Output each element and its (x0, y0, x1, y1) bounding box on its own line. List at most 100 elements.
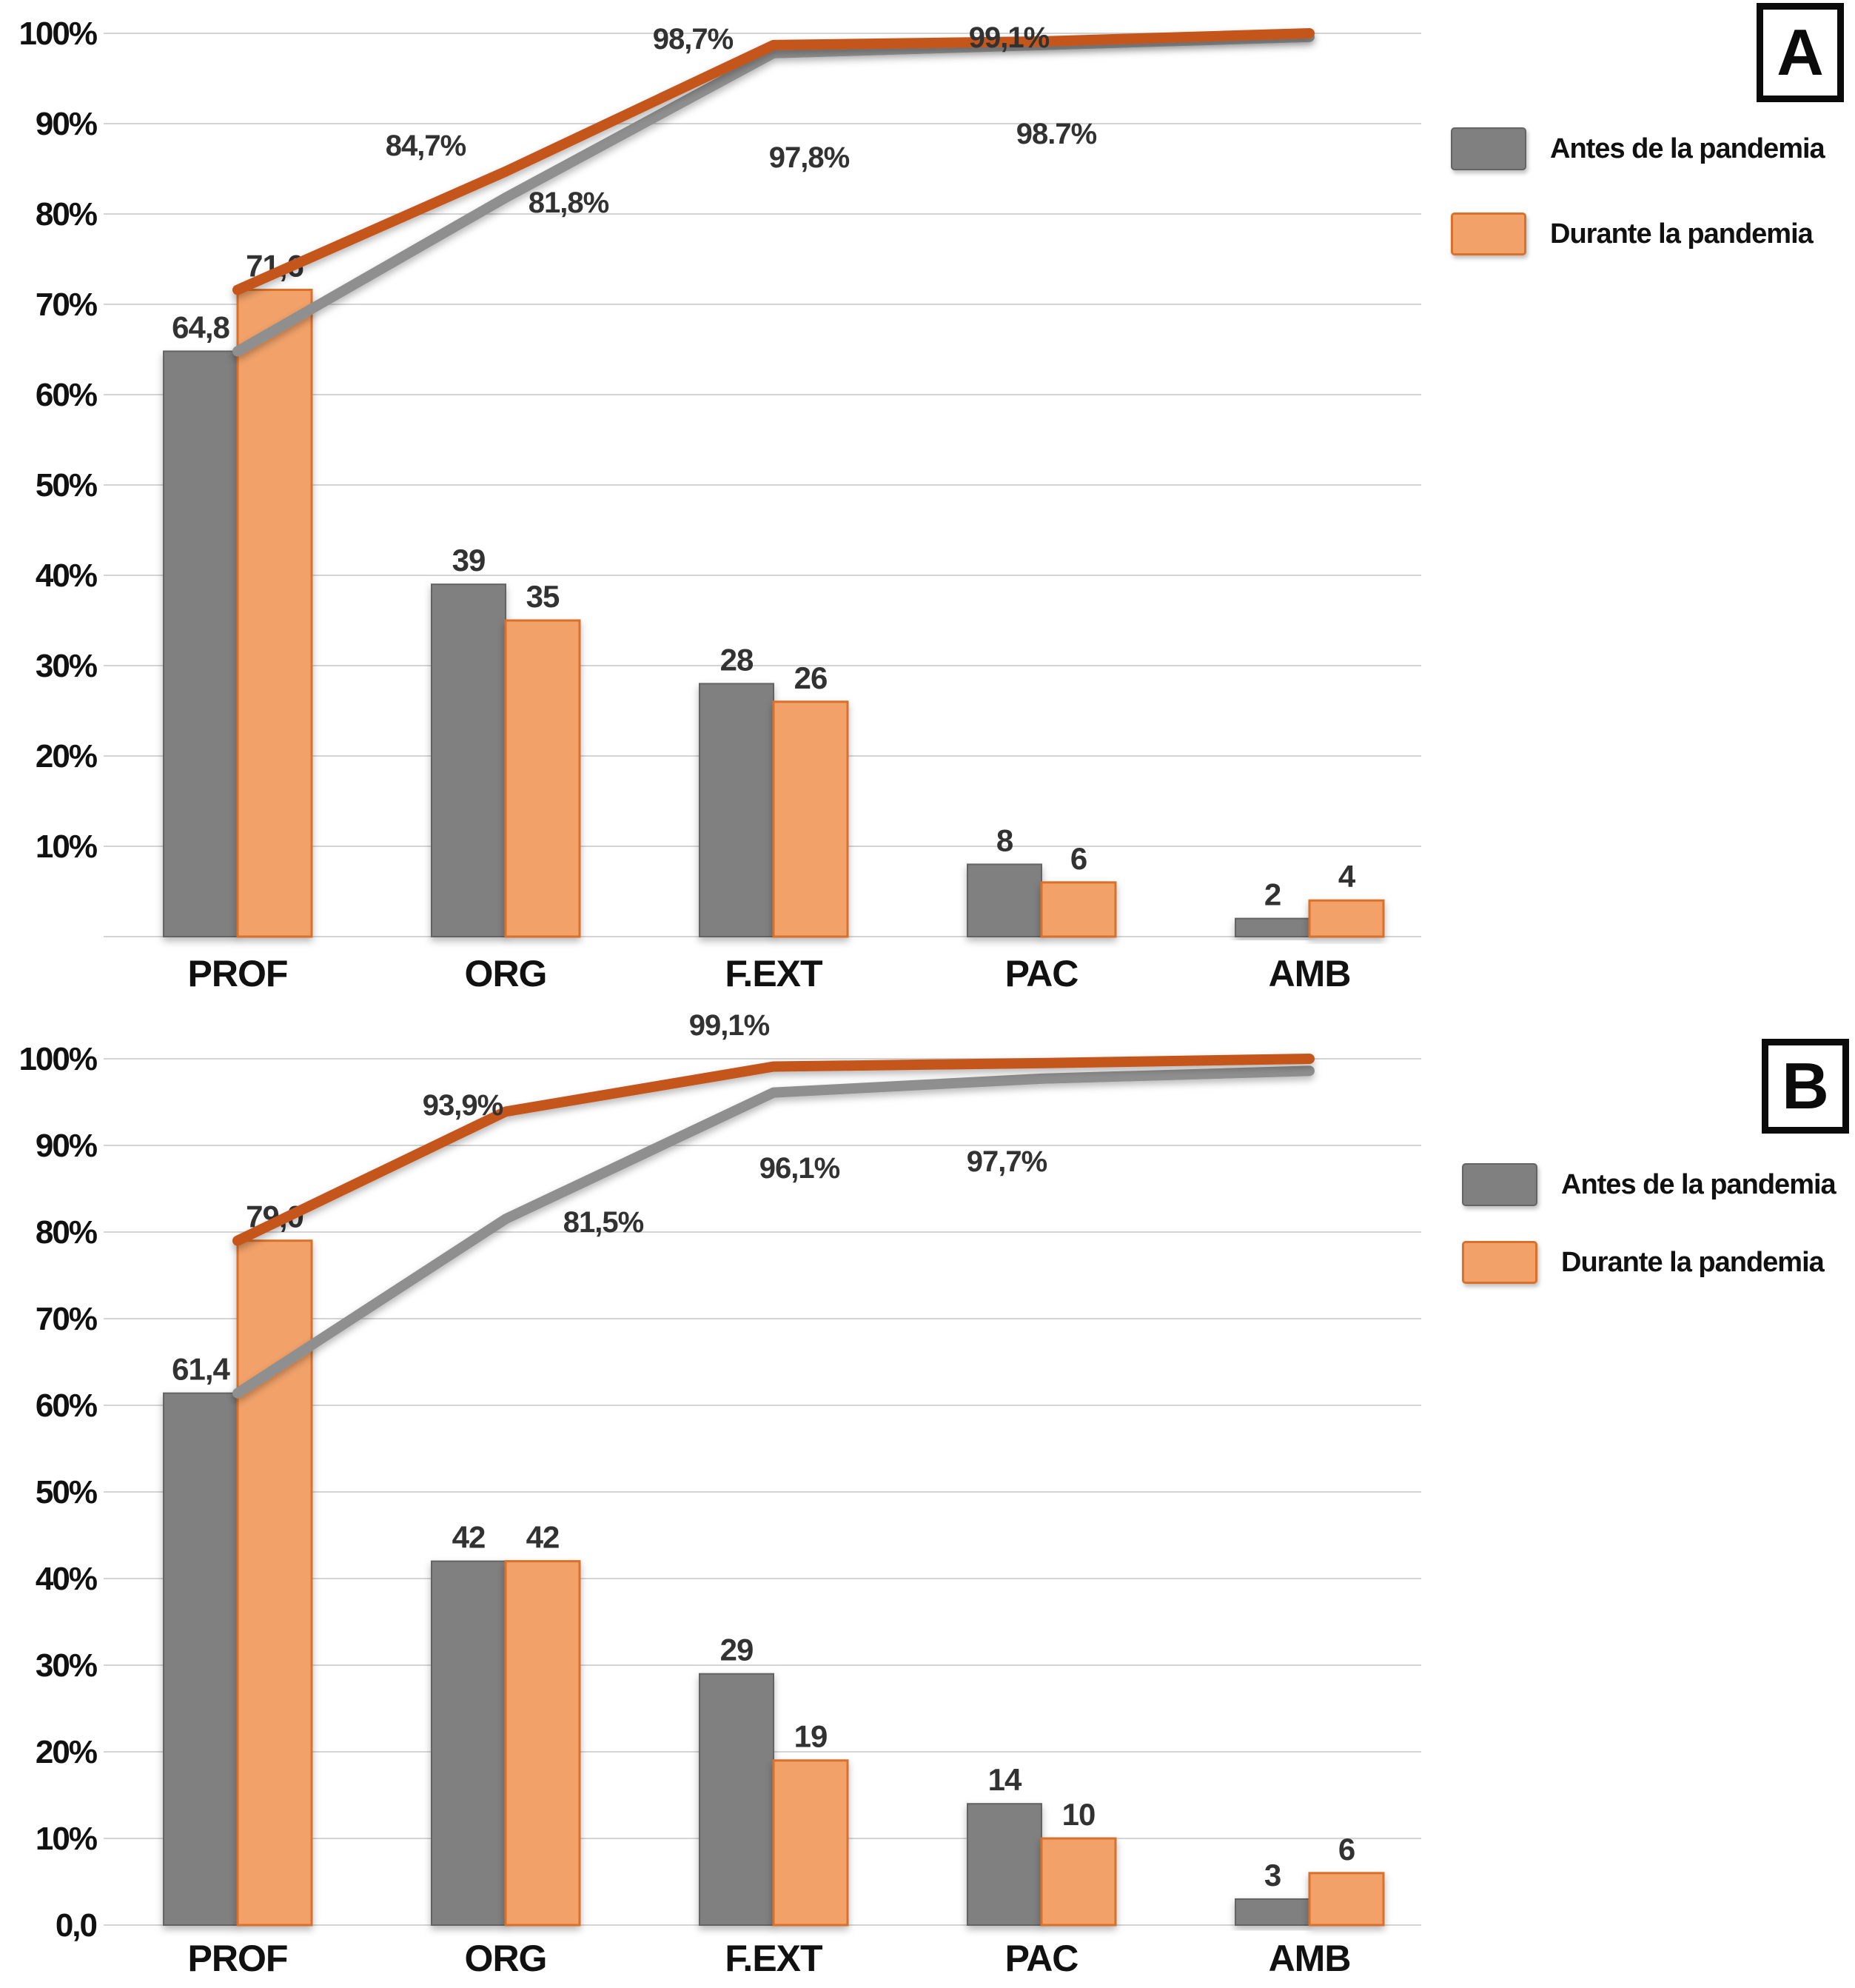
bar-value-label: 35 (526, 579, 560, 614)
y-axis-tick-label: 10% (36, 1821, 97, 1857)
panel-a-letter: A (1777, 16, 1824, 89)
y-axis-tick-label: 20% (36, 1734, 97, 1770)
bar-antes-F.EXT (699, 683, 774, 938)
line-percent-label: 96,1% (759, 1152, 840, 1185)
x-axis-category-label-F.EXT: F.EXT (725, 1938, 822, 1979)
y-axis-tick-label: 100% (19, 1041, 96, 1077)
panel-b-badge: B (1762, 1039, 1849, 1134)
legend-a-item-antes: Antes de la pandemia (1451, 127, 1825, 170)
bar-value-label: 2 (1264, 877, 1281, 912)
line-percent-label: 81,5% (563, 1206, 644, 1239)
bar-value-label: 6 (1070, 841, 1087, 876)
legend-swatch-durante (1451, 212, 1526, 255)
chart-b-plot: 100% 90% 80% 70% 60% 50% 40% 30% 20% 10% 0,0 61,4 42… (19, 1009, 1421, 1979)
bar-value-label: 28 (720, 642, 754, 677)
x-axis-category-label-F.EXT: F.EXT (725, 953, 822, 994)
bar-durante-PROF (236, 1239, 313, 1927)
y-axis-tick-label: 90% (36, 106, 97, 142)
legend-label-durante: Durante la pandemia (1550, 218, 1814, 250)
bar-value-label: 42 (526, 1520, 560, 1555)
y-axis-tick-label: 0,0 (56, 1907, 97, 1944)
panel-b-letter: B (1782, 1049, 1829, 1122)
chart-a-plot: 100%90%80%70%60%50%40%30%20%10%64,839288… (19, 16, 1421, 994)
line-percent-label: 81,8% (529, 187, 609, 219)
x-axis-category-label-ORG: ORG (465, 953, 547, 994)
legend-label-antes: Antes de la pandemia (1550, 133, 1825, 164)
y-axis-tick-label: 30% (36, 648, 97, 684)
bar-antes-AMB (1235, 1898, 1310, 1926)
bar-antes-PAC (967, 863, 1042, 938)
x-axis-category-label-AMB: AMB (1269, 953, 1351, 994)
x-axis-category-label-AMB: AMB (1269, 1938, 1351, 1979)
cumulative-line-antes (232, 1065, 1315, 1399)
y-axis-tick-label: 40% (36, 1561, 97, 1597)
y-axis-tick-label: 70% (36, 1301, 97, 1337)
line-percent-label: 98.7% (1016, 118, 1097, 150)
y-axis-tick-label: 40% (36, 558, 97, 594)
bar-antes-ORG (431, 1560, 506, 1927)
bar-value-label: 19 (794, 1719, 828, 1754)
y-axis-tick-label: 10% (36, 829, 97, 865)
line-percent-label: 99,1% (969, 21, 1050, 54)
x-axis-category-label-ORG: ORG (465, 1938, 547, 1979)
y-axis-tick-label: 20% (36, 738, 97, 774)
bar-antes-AMB (1235, 917, 1310, 937)
legend-swatch-antes (1451, 127, 1526, 170)
bar-value-label: 4 (1338, 859, 1356, 894)
bar-durante-ORG (504, 1560, 581, 1927)
y-axis-tick-label: 70% (36, 287, 97, 323)
line-percent-label: 97,7% (967, 1145, 1047, 1178)
x-axis-category-label-PROF: PROF (188, 1938, 288, 1979)
bar-antes-PAC (967, 1803, 1042, 1926)
bar-antes-ORG (431, 583, 506, 937)
bar-durante-AMB (1308, 1872, 1385, 1927)
bar-durante-F.EXT (772, 1759, 849, 1927)
y-axis-tick-label: 80% (36, 1214, 97, 1251)
bar-value-label: 42 (452, 1520, 486, 1555)
y-axis-tick-label: 30% (36, 1647, 97, 1684)
bar-durante-ORG (504, 619, 581, 938)
line-percent-label: 93,9% (423, 1089, 503, 1122)
legend-swatch-antes (1462, 1163, 1537, 1206)
legend-label-antes: Antes de la pandemia (1561, 1168, 1836, 1200)
bar-value-label: 10 (1062, 1797, 1096, 1832)
cumulative-line-durante (232, 28, 1315, 295)
bar-value-label: 26 (794, 660, 828, 695)
bar-value-label: 14 (988, 1762, 1022, 1797)
bar-antes-PROF (163, 350, 238, 937)
y-axis-tick-label: 60% (36, 1388, 97, 1424)
legend-a-item-durante: Durante la pandemia (1451, 212, 1814, 255)
bar-value-label: 3 (1264, 1858, 1281, 1892)
bar-value-label: 64,8 (172, 309, 229, 344)
line-percent-label: 98,7% (653, 23, 734, 56)
legend-b-item-antes: Antes de la pandemia (1462, 1163, 1836, 1206)
bar-antes-PROF (163, 1392, 238, 1926)
y-axis-tick-label: 100% (19, 16, 96, 52)
y-axis-tick-label: 60% (36, 377, 97, 413)
bar-value-label: 8 (996, 823, 1013, 857)
y-axis-tick-label: 50% (36, 467, 97, 503)
line-percent-label: 97,8% (769, 141, 850, 174)
cumulative-line-durante (232, 1054, 1315, 1246)
legend-label-durante: Durante la pandemia (1561, 1246, 1825, 1278)
line-percent-label: 99,1% (689, 1009, 770, 1042)
bar-value-label: 29 (720, 1633, 754, 1667)
legend-swatch-durante (1462, 1241, 1537, 1284)
bar-durante-PROF (236, 288, 313, 938)
x-axis-category-label-PROF: PROF (188, 953, 288, 994)
x-axis-category-label-PAC: PAC (1005, 1938, 1079, 1979)
x-axis-category-label-PAC: PAC (1005, 953, 1079, 994)
y-axis-tick-label: 50% (36, 1474, 97, 1510)
legend-b-item-durante: Durante la pandemia (1462, 1241, 1825, 1284)
panel-a-badge: A (1757, 3, 1844, 102)
y-axis-tick-label: 80% (36, 196, 97, 232)
bar-durante-PAC (1040, 881, 1117, 938)
bar-value-label: 39 (452, 543, 486, 578)
bar-antes-F.EXT (699, 1673, 774, 1926)
bar-durante-F.EXT (772, 700, 849, 938)
bar-value-label: 6 (1338, 1832, 1355, 1867)
bar-durante-PAC (1040, 1837, 1117, 1927)
bar-value-label: 61,4 (172, 1352, 230, 1387)
bar-durante-AMB (1308, 899, 1385, 938)
